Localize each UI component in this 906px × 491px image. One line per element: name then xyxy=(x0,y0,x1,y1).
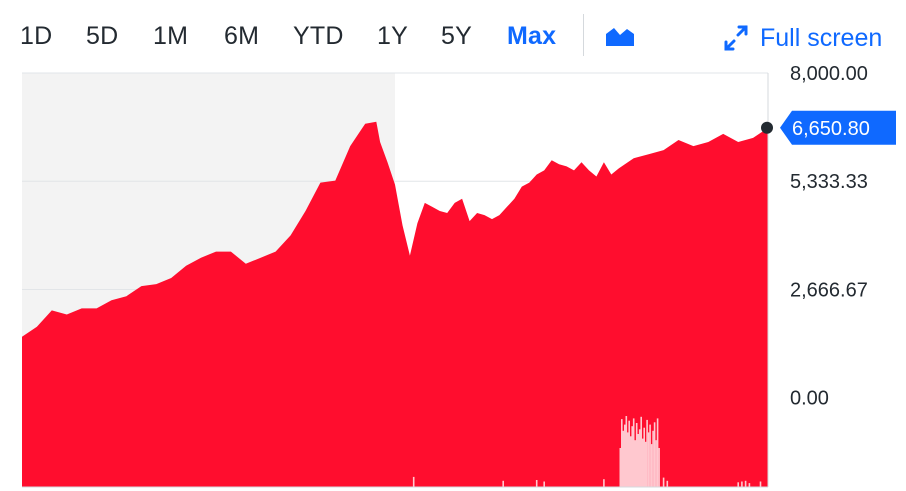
volume-bar xyxy=(647,432,650,487)
volume-bar xyxy=(624,424,626,487)
toolbar-divider xyxy=(583,14,584,56)
volume-bar xyxy=(662,477,665,487)
volume-bar xyxy=(741,481,743,487)
volume-bar xyxy=(656,418,659,487)
volume-bar xyxy=(635,423,638,487)
volume-bar xyxy=(619,448,622,487)
volume-bar xyxy=(737,482,739,487)
volume-bar xyxy=(637,434,639,487)
volume-bar xyxy=(632,418,635,487)
y-tick-label: 8,000.00 xyxy=(790,63,868,85)
range-5d-button[interactable]: 5D xyxy=(86,22,119,50)
volume-bar xyxy=(666,480,669,487)
volume-bar xyxy=(658,448,660,487)
volume-bar xyxy=(653,422,656,487)
volume-bar xyxy=(644,441,647,487)
volume-bar xyxy=(535,480,538,487)
area-chart-icon[interactable] xyxy=(604,26,636,48)
range-max-button[interactable]: Max xyxy=(507,22,557,50)
last-price-dot xyxy=(761,121,773,134)
volume-bar xyxy=(502,480,504,487)
volume-bar xyxy=(603,479,605,487)
range-5y-button[interactable]: 5Y xyxy=(441,22,472,50)
volume-bar xyxy=(629,436,632,487)
volume-bar xyxy=(655,440,657,487)
volume-bar xyxy=(650,444,653,487)
y-tick-label: 2,666.67 xyxy=(790,280,868,302)
volume-bar xyxy=(638,429,641,487)
range-1d-button[interactable]: 1D xyxy=(20,22,53,50)
volume-bar xyxy=(643,427,645,487)
volume-bar xyxy=(641,438,644,487)
volume-bar xyxy=(748,483,751,487)
range-1y-button[interactable]: 1Y xyxy=(377,22,408,50)
volume-bar xyxy=(634,440,636,487)
range-ytd-button[interactable]: YTD xyxy=(293,22,344,50)
volume-bar xyxy=(640,416,642,487)
volume-bar xyxy=(744,480,747,487)
range-6m-button[interactable]: 6M xyxy=(224,22,260,50)
chart-toolbar: 1D 5D 1M 6M YTD 1Y 5Y Max Full screen xyxy=(0,0,906,72)
volume-bar xyxy=(622,430,625,487)
y-axis-labels: 8,000.00 5,333.33 2,666.67 0.00 xyxy=(790,63,868,410)
fullscreen-label: Full screen xyxy=(760,24,883,52)
volume-bar xyxy=(412,476,415,487)
volume-bar xyxy=(646,419,648,487)
volume-bar xyxy=(543,481,545,487)
volume-bars xyxy=(412,416,762,487)
y-tick-label: 5,333.33 xyxy=(790,171,868,193)
price-badge-shape xyxy=(780,110,896,145)
expand-arrows-icon xyxy=(724,25,748,51)
current-price-badge: 6,650.80 xyxy=(761,110,896,145)
price-area xyxy=(22,121,768,487)
volume-bar xyxy=(652,430,654,487)
price-badge-label: 6,650.80 xyxy=(792,118,870,140)
volume-bar xyxy=(759,481,762,487)
volume-bar xyxy=(628,420,630,487)
range-1m-button[interactable]: 1M xyxy=(153,22,189,50)
volume-bar xyxy=(625,416,628,487)
volume-bar xyxy=(621,419,623,487)
volume-bar xyxy=(631,426,633,487)
volume-bar xyxy=(649,424,651,487)
price-area-path xyxy=(22,121,768,487)
y-tick-label: 0.00 xyxy=(790,388,829,410)
volume-bar xyxy=(627,432,629,487)
